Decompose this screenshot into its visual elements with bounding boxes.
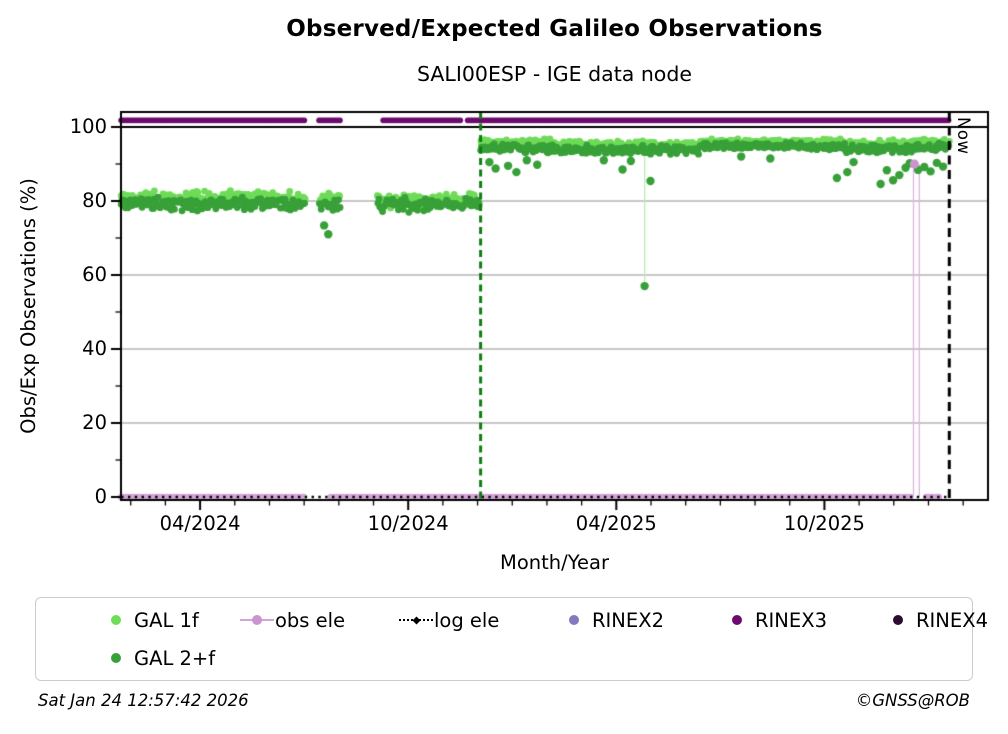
y-tick-label: 40 [82, 336, 107, 360]
dot-marker-icon [880, 615, 916, 625]
legend-item-obs-ele: obs ele [239, 605, 345, 635]
legend: GAL 1f obs ele log ele RINEX2 RINEX3 RINEX4 GA… [35, 597, 988, 681]
y-tick-label: 60 [82, 262, 107, 286]
legend-item-rinex4: RINEX4 [880, 605, 988, 635]
y-tick-label: 0 [94, 485, 107, 508]
plot-timestamp: Sat Jan 24 12:57:42 2026 [38, 691, 249, 710]
legend-label: RINEX4 [916, 608, 988, 632]
dotted-line-marker-icon [398, 616, 434, 624]
now-label: Now [954, 117, 973, 155]
legend-label: GAL 2+f [134, 646, 216, 670]
line-dot-marker-icon [239, 615, 275, 625]
legend-item-gal-1f: GAL 1f [98, 605, 199, 635]
legend-label: GAL 1f [134, 608, 199, 632]
legend-item-rinex3: RINEX3 [719, 605, 827, 635]
x-tick-label: 10/2025 [783, 512, 865, 535]
legend-item-gal-2-f: GAL 2+f [98, 643, 215, 673]
dot-marker-icon [98, 615, 134, 625]
x-tick-label: 04/2025 [575, 512, 657, 535]
x-axis-label: Month/Year [500, 551, 609, 574]
copyright: ©GNSS@ROB [855, 691, 970, 710]
legend-label: RINEX2 [592, 608, 664, 632]
chart-subtitle: SALI00ESP - IGE data node [417, 62, 692, 86]
y-tick-label: 80 [82, 188, 107, 212]
legend-label: obs ele [275, 608, 346, 632]
x-tick-label: 04/2024 [159, 512, 241, 535]
y-tick-label: 20 [82, 410, 107, 434]
x-tick-label: 10/2024 [367, 512, 449, 535]
y-tick-label: 100 [69, 114, 107, 138]
legend-item-rinex2: RINEX2 [556, 605, 664, 635]
dot-marker-icon [98, 653, 134, 663]
dot-marker-icon [719, 615, 755, 625]
y-axis-label: Obs/Exp Observations (%) [17, 178, 40, 434]
legend-item-log-ele: log ele [398, 605, 499, 635]
dot-marker-icon [556, 615, 592, 625]
legend-label: log ele [434, 608, 500, 632]
chart-title: Observed/Expected Galileo Observations [286, 16, 823, 42]
legend-label: RINEX3 [755, 608, 827, 632]
